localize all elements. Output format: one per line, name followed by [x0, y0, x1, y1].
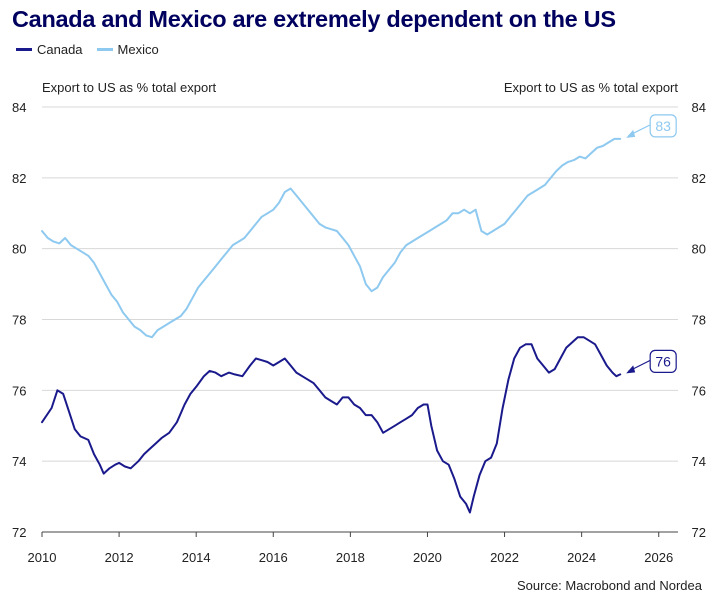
y-tick-label-left: 78: [12, 313, 26, 328]
y-tick-label-right: 78: [692, 313, 706, 328]
y-tick-label-left: 82: [12, 171, 26, 186]
x-tick-label: 2014: [182, 550, 211, 565]
y-tick-label-right: 74: [692, 454, 706, 469]
y-tick-label-right: 84: [692, 100, 706, 115]
callout-arrow-canada: [626, 365, 636, 374]
chart-title: Canada and Mexico are extremely dependen…: [12, 6, 616, 32]
series-line-mexico: [41, 137, 622, 339]
x-tick-label: 2020: [413, 550, 442, 565]
x-tick-label: 2024: [567, 550, 596, 565]
legend-item-mexico: Mexico: [96, 42, 159, 57]
x-tick-label: 2022: [490, 550, 519, 565]
callout-box-mexico: [649, 114, 677, 138]
legend: Canada Mexico: [16, 42, 173, 57]
legend-label-canada: Canada: [37, 42, 83, 57]
legend-item-canada: Canada: [16, 42, 83, 57]
callout-label-mexico: 83: [655, 118, 671, 134]
x-tick-label: 2016: [259, 550, 288, 565]
source-note: Source: Macrobond and Nordea: [516, 578, 702, 593]
y-tick-label-left: 76: [12, 383, 26, 398]
x-tick-label: 2012: [105, 550, 134, 565]
y-tick-label-left: 74: [12, 454, 26, 469]
y-tick-label-right: 76: [692, 383, 706, 398]
callout-label-canada: 76: [655, 353, 671, 369]
callout-arrow-mexico: [626, 129, 636, 138]
legend-label-mexico: Mexico: [117, 42, 159, 57]
y-tick-label-right: 72: [692, 525, 706, 540]
series-line-canada: [41, 336, 622, 514]
y-tick-label-right: 80: [692, 242, 706, 257]
legend-swatch-mexico: [96, 48, 113, 51]
y-axis-title-right: Export to US as % total export: [503, 80, 678, 95]
y-tick-label-left: 80: [12, 242, 26, 257]
x-tick-label: 2018: [336, 550, 365, 565]
y-tick-label-right: 82: [692, 171, 706, 186]
y-tick-label-left: 84: [12, 100, 26, 115]
callout-box-canada: [649, 349, 677, 373]
y-axis-title-left: Export to US as % total export: [42, 80, 217, 95]
x-tick-label: 2026: [644, 550, 673, 565]
x-tick-label: 2010: [28, 550, 57, 565]
y-tick-label-left: 72: [12, 525, 26, 540]
legend-swatch-canada: [16, 48, 32, 51]
